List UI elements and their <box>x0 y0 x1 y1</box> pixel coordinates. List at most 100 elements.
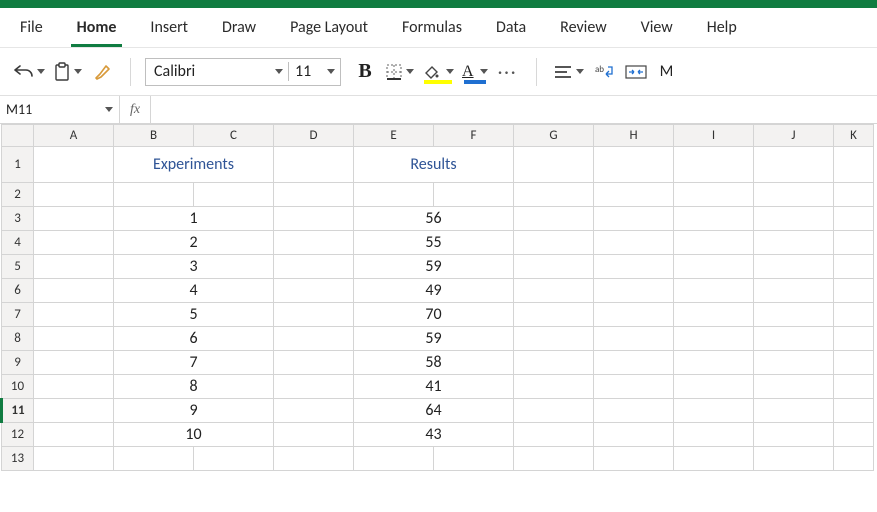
cell-A9[interactable] <box>34 351 114 375</box>
cell-K3[interactable] <box>834 207 874 231</box>
cell-H10[interactable] <box>594 375 674 399</box>
cell-A1[interactable] <box>34 147 114 183</box>
cell-I9[interactable] <box>674 351 754 375</box>
cell-H4[interactable] <box>594 231 674 255</box>
cell-B8[interactable]: 6 <box>114 327 274 351</box>
cell-J11[interactable] <box>754 399 834 423</box>
cell-F2[interactable] <box>434 183 514 207</box>
cell-I6[interactable] <box>674 279 754 303</box>
cell-G5[interactable] <box>514 255 594 279</box>
tab-data[interactable]: Data <box>490 14 532 47</box>
cell-I3[interactable] <box>674 207 754 231</box>
cell-J3[interactable] <box>754 207 834 231</box>
spreadsheet-grid[interactable]: ABCDEFGHIJK1ExperimentsResults2315642555… <box>0 124 877 471</box>
cell-E5[interactable]: 59 <box>354 255 514 279</box>
cell-E2[interactable] <box>354 183 434 207</box>
cell-D13[interactable] <box>274 447 354 471</box>
cell-K5[interactable] <box>834 255 874 279</box>
row-header-3[interactable]: 3 <box>2 207 34 231</box>
tab-formulas[interactable]: Formulas <box>396 14 468 47</box>
cell-A8[interactable] <box>34 327 114 351</box>
cell-J2[interactable] <box>754 183 834 207</box>
cell-B13[interactable] <box>114 447 194 471</box>
cell-G11[interactable] <box>514 399 594 423</box>
cell-D6[interactable] <box>274 279 354 303</box>
cell-D1[interactable] <box>274 147 354 183</box>
bold-button[interactable]: B <box>351 58 379 86</box>
cell-B7[interactable]: 5 <box>114 303 274 327</box>
cell-A10[interactable] <box>34 375 114 399</box>
cell-J8[interactable] <box>754 327 834 351</box>
cell-E10[interactable]: 41 <box>354 375 514 399</box>
wrap-text-button[interactable]: ab <box>590 58 618 86</box>
cell-J5[interactable] <box>754 255 834 279</box>
more-options-button[interactable]: ··· <box>494 58 522 86</box>
cell-J10[interactable] <box>754 375 834 399</box>
cell-E6[interactable]: 49 <box>354 279 514 303</box>
formula-input[interactable] <box>151 96 877 123</box>
cell-K13[interactable] <box>834 447 874 471</box>
col-header-E[interactable]: E <box>354 125 434 147</box>
fx-label[interactable]: fx <box>120 96 151 123</box>
cell-K6[interactable] <box>834 279 874 303</box>
col-header-H[interactable]: H <box>594 125 674 147</box>
borders-button[interactable] <box>383 58 416 86</box>
cell-A12[interactable] <box>34 423 114 447</box>
cell-F13[interactable] <box>434 447 514 471</box>
tab-draw[interactable]: Draw <box>216 14 262 47</box>
row-header-4[interactable]: 4 <box>2 231 34 255</box>
cell-I5[interactable] <box>674 255 754 279</box>
cell-H12[interactable] <box>594 423 674 447</box>
cell-D7[interactable] <box>274 303 354 327</box>
cell-B3[interactable]: 1 <box>114 207 274 231</box>
row-header-12[interactable]: 12 <box>2 423 34 447</box>
cell-K7[interactable] <box>834 303 874 327</box>
col-header-C[interactable]: C <box>194 125 274 147</box>
row-header-1[interactable]: 1 <box>2 147 34 183</box>
cell-B4[interactable]: 2 <box>114 231 274 255</box>
cell-B6[interactable]: 4 <box>114 279 274 303</box>
cell-H13[interactable] <box>594 447 674 471</box>
col-header-D[interactable]: D <box>274 125 354 147</box>
cell-J1[interactable] <box>754 147 834 183</box>
cell-K9[interactable] <box>834 351 874 375</box>
cell-E4[interactable]: 55 <box>354 231 514 255</box>
cell-A4[interactable] <box>34 231 114 255</box>
cell-J12[interactable] <box>754 423 834 447</box>
cell-I2[interactable] <box>674 183 754 207</box>
cell-B10[interactable]: 8 <box>114 375 274 399</box>
cell-B1[interactable]: Experiments <box>114 147 274 183</box>
cell-J7[interactable] <box>754 303 834 327</box>
row-header-2[interactable]: 2 <box>2 183 34 207</box>
cell-A5[interactable] <box>34 255 114 279</box>
cell-C2[interactable] <box>194 183 274 207</box>
tab-home[interactable]: Home <box>71 14 123 47</box>
cell-K2[interactable] <box>834 183 874 207</box>
row-header-7[interactable]: 7 <box>2 303 34 327</box>
cell-I4[interactable] <box>674 231 754 255</box>
cell-D12[interactable] <box>274 423 354 447</box>
cell-E12[interactable]: 43 <box>354 423 514 447</box>
cell-B5[interactable]: 3 <box>114 255 274 279</box>
tab-view[interactable]: View <box>635 14 679 47</box>
cell-H9[interactable] <box>594 351 674 375</box>
fill-color-button[interactable] <box>420 58 456 86</box>
cell-B12[interactable]: 10 <box>114 423 274 447</box>
cell-H6[interactable] <box>594 279 674 303</box>
cell-I13[interactable] <box>674 447 754 471</box>
tab-file[interactable]: File <box>14 14 49 47</box>
cell-D5[interactable] <box>274 255 354 279</box>
cell-G13[interactable] <box>514 447 594 471</box>
col-header-J[interactable]: J <box>754 125 834 147</box>
align-button[interactable] <box>551 58 586 86</box>
cell-B9[interactable]: 7 <box>114 351 274 375</box>
cell-G7[interactable] <box>514 303 594 327</box>
cell-G1[interactable] <box>514 147 594 183</box>
cell-D9[interactable] <box>274 351 354 375</box>
cell-J6[interactable] <box>754 279 834 303</box>
cell-G9[interactable] <box>514 351 594 375</box>
row-header-9[interactable]: 9 <box>2 351 34 375</box>
tab-insert[interactable]: Insert <box>144 14 194 47</box>
paste-button[interactable] <box>51 58 84 86</box>
cell-I12[interactable] <box>674 423 754 447</box>
